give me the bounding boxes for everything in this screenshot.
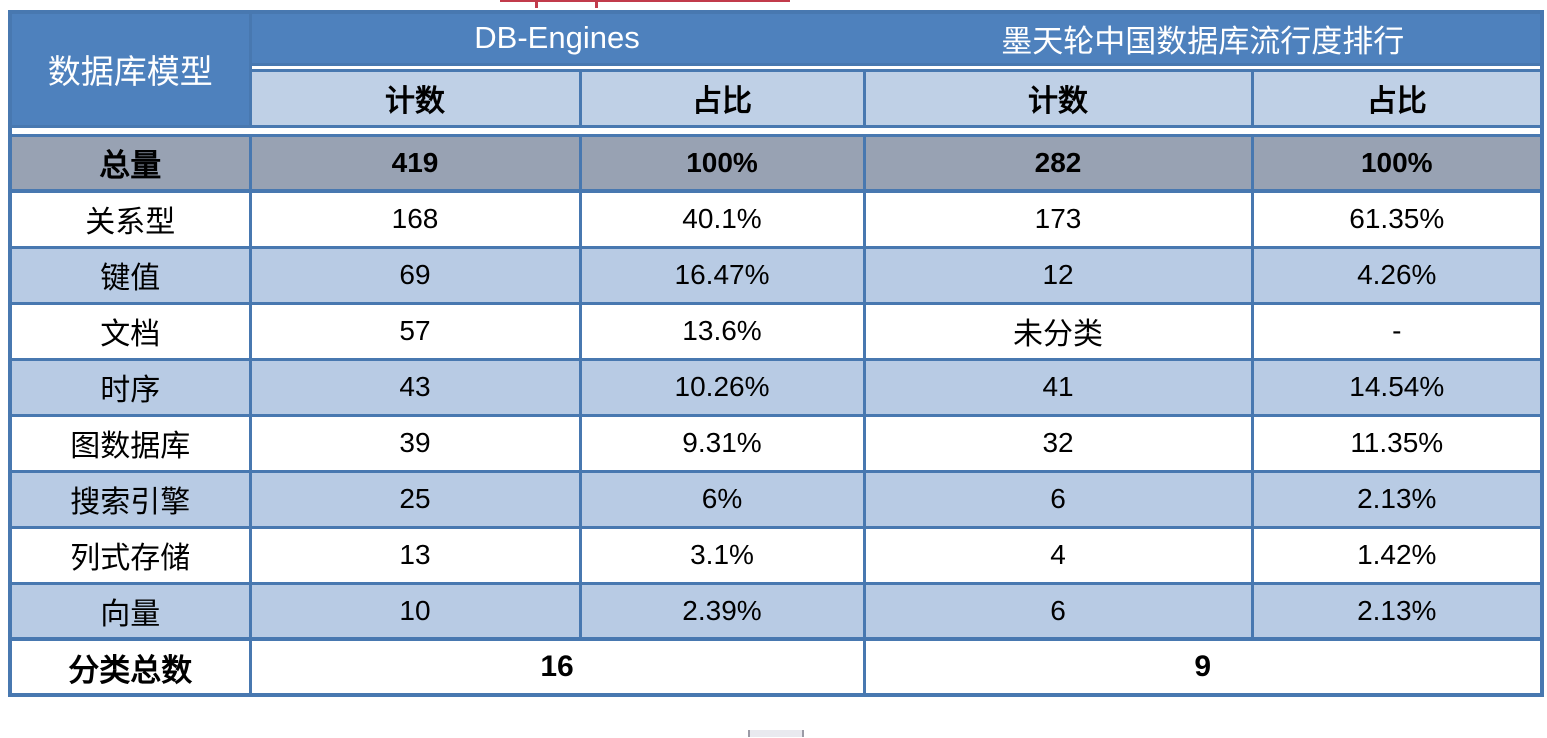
table-row-search-engine: 搜索引擎 25 6% 6 2.13% (8, 469, 1544, 529)
count-cell: 173 (862, 189, 1254, 249)
subheader-dbengines-count: 计数 (248, 68, 582, 128)
percent-cell: 61.35% (1250, 189, 1544, 249)
table-row-total: 总量 419 100% 282 100% (8, 133, 1544, 193)
footer-modb-total: 9 (862, 637, 1544, 697)
count-cell: 41 (862, 357, 1254, 417)
percent-cell: 2.13% (1250, 581, 1544, 641)
header-gap-row (10, 64, 1543, 70)
footer-label-cell: 分类总数 (8, 637, 252, 697)
count-cell: 未分类 (862, 301, 1254, 361)
count-cell: 32 (862, 413, 1254, 473)
table-row-vector: 向量 10 2.39% 6 2.13% (8, 581, 1544, 641)
count-cell: 6 (862, 581, 1254, 641)
row-label-cell: 列式存储 (8, 525, 252, 585)
subheader-modb-count: 计数 (862, 68, 1254, 128)
row-label-cell: 关系型 (8, 189, 252, 249)
table-row-columnar: 列式存储 13 3.1% 4 1.42% (8, 525, 1544, 585)
percent-cell: 16.47% (578, 245, 866, 305)
percent-cell: 14.54% (1250, 357, 1544, 417)
count-cell: 4 (862, 525, 1254, 585)
table-row-document: 文档 57 13.6% 未分类 - (8, 301, 1544, 361)
count-cell: 69 (248, 245, 582, 305)
row-label-cell: 图数据库 (8, 413, 252, 473)
red-annotation-tick (535, 0, 538, 8)
header-gap (250, 64, 1543, 70)
count-cell: 282 (862, 133, 1254, 193)
subheader-modb-share: 占比 (1250, 68, 1544, 128)
count-cell: 10 (248, 581, 582, 641)
count-cell: 419 (248, 133, 582, 193)
percent-cell: 13.6% (578, 301, 866, 361)
count-cell: 12 (862, 245, 1254, 305)
body-gap-row (10, 126, 1543, 135)
database-model-comparison-table: 数据库模型 DB-Engines 墨天轮中国数据库流行度排行 计数 占比 计数 … (8, 10, 1545, 697)
percent-cell: 100% (578, 133, 866, 193)
table-row-time-series: 时序 43 10.26% 41 14.54% (8, 357, 1544, 417)
percent-cell: 11.35% (1250, 413, 1544, 473)
count-cell: 39 (248, 413, 582, 473)
row-label-cell: 文档 (8, 301, 252, 361)
percent-cell: 2.13% (1250, 469, 1544, 529)
footer-dbengines-total: 16 (248, 637, 866, 697)
row-label-cell: 键值 (8, 245, 252, 305)
count-cell: 25 (248, 469, 582, 529)
count-cell: 6 (862, 469, 1254, 529)
percent-cell: 40.1% (578, 189, 866, 249)
percent-cell: 4.26% (1250, 245, 1544, 305)
percent-cell: 2.39% (578, 581, 866, 641)
percent-cell: 6% (578, 469, 866, 529)
percent-cell: 10.26% (578, 357, 866, 417)
subheader-dbengines-share: 占比 (578, 68, 866, 128)
group-header-db-engines: DB-Engines (248, 10, 866, 66)
row-label-cell: 搜索引擎 (8, 469, 252, 529)
table-row-relational: 关系型 168 40.1% 173 61.35% (8, 189, 1544, 249)
body-gap (10, 126, 1543, 135)
red-annotation-tick (595, 0, 598, 8)
row-label-cell: 总量 (8, 133, 252, 193)
percent-cell: 1.42% (1250, 525, 1544, 585)
row-label-cell: 向量 (8, 581, 252, 641)
count-cell: 13 (248, 525, 582, 585)
percent-cell: 9.31% (578, 413, 866, 473)
table-row-key-value: 键值 69 16.47% 12 4.26% (8, 245, 1544, 305)
count-cell: 168 (248, 189, 582, 249)
red-annotation-artifact (500, 0, 790, 2)
row-label-cell: 时序 (8, 357, 252, 417)
percent-cell: 100% (1250, 133, 1544, 193)
table-row-graph: 图数据库 39 9.31% 32 11.35% (8, 413, 1544, 473)
group-header-modb: 墨天轮中国数据库流行度排行 (862, 10, 1544, 66)
horizontal-scrollbar-thumb[interactable] (748, 730, 804, 737)
corner-header-cell: 数据库模型 (8, 10, 252, 128)
count-cell: 57 (248, 301, 582, 361)
group-header-row: 数据库模型 DB-Engines 墨天轮中国数据库流行度排行 (8, 10, 1544, 128)
sub-header-row: 计数 占比 计数 占比 (10, 68, 1544, 128)
table-row-category-count: 分类总数 16 9 (8, 637, 1544, 697)
percent-cell: 3.1% (578, 525, 866, 585)
percent-cell: - (1250, 301, 1544, 361)
count-cell: 43 (248, 357, 582, 417)
